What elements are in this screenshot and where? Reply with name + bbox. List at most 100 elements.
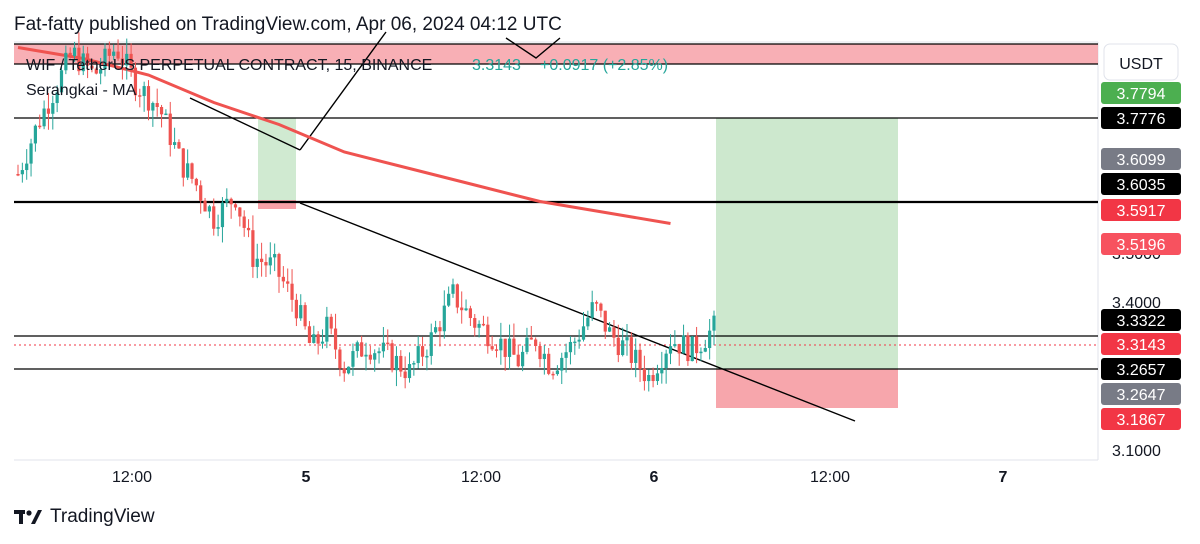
candle-body (312, 334, 316, 343)
candle-body (368, 354, 372, 360)
candle-body (268, 257, 272, 266)
candle-body (516, 354, 520, 367)
candle-body (481, 323, 486, 326)
candle-body (377, 351, 381, 354)
candle-body (72, 47, 77, 57)
projection-line-top (505, 37, 561, 59)
candle-body (521, 351, 525, 367)
candle-body (173, 142, 177, 146)
candle-body (112, 51, 116, 56)
candle-body (386, 342, 390, 345)
candle-body (429, 332, 433, 356)
candle-body (33, 125, 37, 144)
candle-body (107, 48, 111, 56)
candle-body (355, 342, 359, 352)
candle-body (468, 308, 472, 319)
candle-body (403, 371, 407, 379)
candle-body (473, 318, 477, 328)
candle-body (464, 308, 468, 311)
candle-body (186, 163, 190, 178)
candle-body (660, 368, 664, 374)
candle-body (138, 95, 142, 97)
price-label-bg (1101, 199, 1181, 221)
candle-body (425, 355, 429, 358)
candle-body (164, 113, 168, 116)
price-label-bg (1101, 408, 1181, 430)
candle-body (251, 230, 255, 267)
candle-body (146, 86, 151, 111)
time-label-1200-c: 12:00 (810, 469, 850, 486)
candle-body (38, 125, 42, 128)
time-label-day-7: 7 (999, 469, 1008, 486)
candle-body (190, 163, 194, 179)
candle-body (290, 283, 294, 300)
candle-body (51, 103, 55, 114)
candle-body (77, 47, 81, 72)
candle-body (642, 368, 646, 382)
candle-body (399, 355, 403, 372)
candle-body (133, 67, 138, 96)
candle-body (16, 174, 20, 176)
price-label-bg (1101, 333, 1181, 355)
price-label: 3.5196 (1117, 237, 1166, 254)
candle-body (181, 148, 185, 178)
candle-body (629, 337, 633, 363)
price-label: 3.2657 (1117, 362, 1166, 379)
candle-body (507, 338, 512, 357)
candle-body (525, 337, 529, 352)
trendline-upper (189, 97, 301, 151)
time-label-day-6: 6 (650, 469, 659, 486)
candle-body (103, 48, 107, 70)
candle-body (320, 341, 325, 344)
candle-body (699, 351, 703, 354)
candle-body (690, 336, 694, 362)
candle-body (142, 86, 146, 97)
candle-body (586, 317, 590, 327)
candle-body (360, 342, 364, 357)
candle-body (503, 338, 507, 357)
candle-body (203, 200, 207, 212)
candle-body (634, 349, 638, 363)
candle-body (534, 339, 538, 347)
candle-body (286, 281, 290, 284)
candle-body (394, 355, 399, 371)
candle-body (207, 206, 211, 212)
candle-body (294, 299, 298, 319)
publish-header: Fat-fatty published on TradingView.com, … (14, 14, 562, 35)
candle-body (264, 262, 268, 266)
candle-body (590, 302, 594, 318)
candle-body (177, 142, 181, 149)
currency-button[interactable] (1103, 43, 1179, 81)
tradingview-logo-icon (14, 510, 42, 524)
trendline-descending (299, 202, 856, 422)
candle-body (277, 254, 281, 277)
candle-body (307, 326, 312, 343)
candle-body (99, 69, 103, 74)
candle-body (447, 293, 451, 306)
candle-body (68, 52, 72, 57)
candle-body (325, 316, 329, 342)
price-label-bg (1101, 309, 1181, 331)
candle-body (364, 354, 368, 357)
candle-body (260, 258, 264, 263)
candle-body (199, 185, 203, 201)
price-label-bg (1101, 82, 1181, 104)
candle-body (560, 357, 564, 371)
candle-body (555, 370, 559, 375)
candle-body (673, 344, 677, 347)
price-tick-3-4000: 3.4000 (1112, 295, 1161, 312)
candle-body (168, 113, 172, 146)
candle-body (616, 337, 620, 356)
candle-body (529, 337, 533, 340)
candle-body (351, 351, 355, 367)
candle-body (486, 324, 490, 347)
candle-body (708, 330, 712, 349)
candle-body (159, 107, 164, 115)
candle-body (216, 227, 220, 229)
candle-body (129, 53, 133, 68)
price-label: 3.3143 (1117, 337, 1166, 354)
indicator-label: Serangkai - MA (26, 82, 137, 99)
candle-body (599, 303, 603, 311)
candle-body (338, 349, 342, 369)
